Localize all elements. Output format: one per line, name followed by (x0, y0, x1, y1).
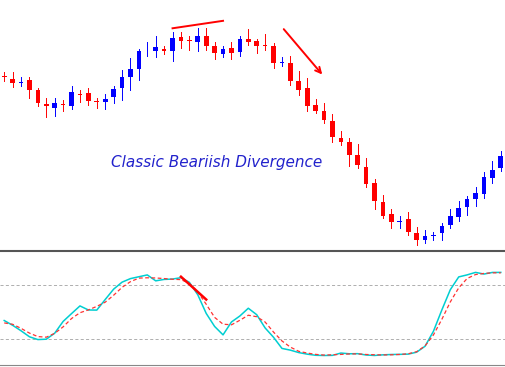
Bar (490, 170, 495, 178)
Bar (347, 142, 351, 155)
Text: Classic Beariish Divergence: Classic Beariish Divergence (111, 155, 322, 170)
Bar (338, 138, 343, 142)
Bar (78, 94, 82, 95)
Bar (423, 236, 427, 240)
Bar (364, 167, 369, 184)
Bar (439, 226, 444, 233)
Bar (2, 76, 7, 77)
Bar (212, 46, 217, 53)
Bar (296, 81, 301, 90)
Bar (136, 51, 141, 69)
Bar (397, 221, 402, 222)
Bar (162, 50, 167, 51)
Bar (187, 40, 192, 41)
Bar (305, 88, 310, 106)
Bar (465, 199, 470, 207)
Bar (406, 219, 411, 232)
Bar (288, 63, 293, 81)
Bar (229, 48, 234, 53)
Bar (263, 45, 268, 46)
Bar (19, 82, 23, 83)
Bar (498, 156, 503, 168)
Bar (61, 104, 66, 105)
Bar (381, 202, 385, 216)
Bar (53, 103, 57, 108)
Bar (330, 121, 335, 137)
Bar (322, 112, 326, 120)
Bar (255, 41, 259, 46)
Bar (120, 77, 124, 88)
Bar (221, 49, 225, 54)
Bar (313, 105, 318, 111)
Bar (271, 46, 276, 63)
Bar (389, 214, 394, 222)
Bar (27, 80, 32, 90)
Bar (457, 208, 461, 217)
Bar (473, 193, 478, 199)
Bar (170, 38, 175, 51)
Bar (86, 93, 91, 101)
Bar (237, 39, 242, 51)
Bar (195, 36, 200, 42)
Bar (10, 79, 15, 83)
Bar (356, 155, 360, 165)
Bar (128, 69, 133, 77)
Bar (111, 90, 116, 98)
Bar (69, 92, 74, 106)
Bar (372, 184, 377, 201)
Bar (204, 36, 209, 46)
Bar (44, 104, 48, 106)
Bar (35, 90, 40, 103)
Bar (280, 62, 284, 63)
Bar (414, 233, 419, 240)
Bar (246, 39, 250, 42)
Bar (482, 177, 486, 194)
Bar (431, 235, 436, 236)
Bar (154, 47, 158, 51)
Bar (179, 37, 183, 41)
Bar (448, 216, 452, 225)
Bar (103, 99, 108, 102)
